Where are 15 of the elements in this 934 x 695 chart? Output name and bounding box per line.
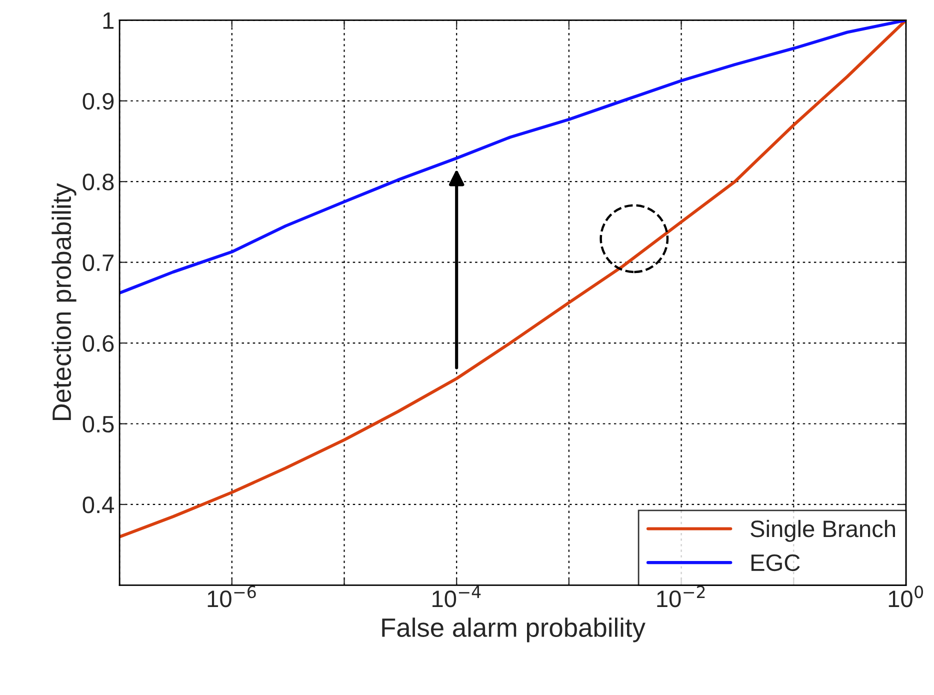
y-tick-label: 0.6 — [82, 335, 114, 352]
y-axis-title: Detection probability — [52, 183, 76, 420]
x-axis-title: False alarm probability — [382, 618, 646, 642]
legend-label: Single Branch — [750, 520, 896, 542]
legend-label: EGC — [751, 554, 800, 572]
x-tick-label: 10$^{−2}$ — [657, 586, 705, 608]
y-tick-label: 0.9 — [82, 92, 114, 110]
x-tick-label: 10$^{−4}$ — [432, 586, 481, 608]
x-tick-label: 10$^{0}$ — [888, 586, 923, 608]
y-tick-label: 1 — [103, 12, 114, 29]
y-tick-label: 0.5 — [82, 416, 114, 433]
y-tick-label: 0.8 — [82, 174, 114, 190]
y-tick-label: 0.4 — [82, 496, 114, 514]
x-tick-label: 10$^{−6}$ — [208, 586, 256, 608]
y-tick-label: 0.7 — [82, 254, 114, 272]
